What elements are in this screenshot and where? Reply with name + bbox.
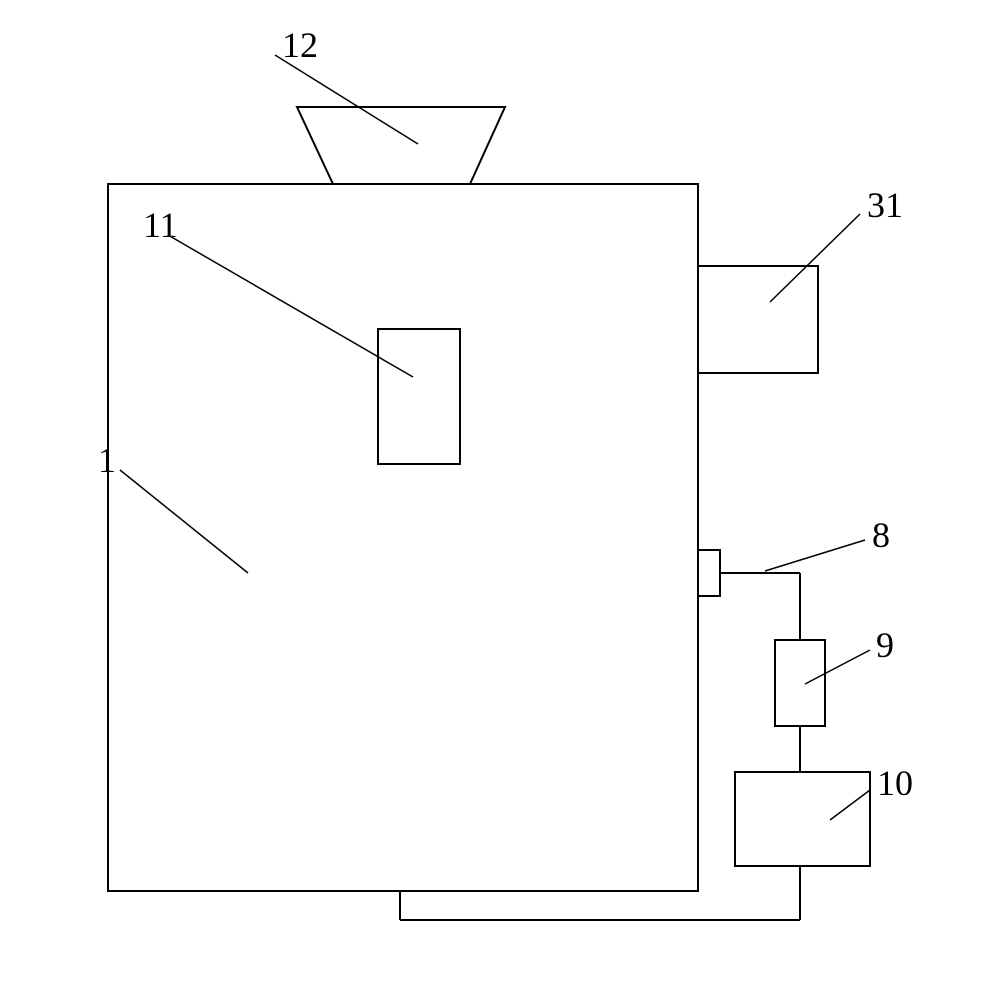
label-31: 31 [867, 184, 903, 226]
diagram-canvas [0, 0, 1000, 998]
leader-10 [830, 790, 870, 820]
port-8 [698, 550, 720, 596]
leader-11 [168, 235, 413, 377]
leader-8 [765, 540, 865, 571]
label-8: 8 [872, 514, 890, 556]
leader-lines [120, 55, 870, 820]
hopper-shape [297, 107, 505, 184]
label-9: 9 [876, 624, 894, 666]
main-body-rect [108, 184, 698, 891]
label-11: 11 [143, 204, 178, 246]
leader-1 [120, 470, 248, 573]
box-31 [698, 266, 818, 373]
label-1: 1 [98, 439, 116, 481]
box-10 [735, 772, 870, 866]
leader-31 [770, 214, 860, 302]
leader-9 [805, 650, 870, 684]
shapes-group [108, 107, 870, 920]
label-12: 12 [282, 24, 318, 66]
box-9 [775, 640, 825, 726]
leader-12 [275, 55, 418, 144]
label-10: 10 [877, 762, 913, 804]
inner-rect-11 [378, 329, 460, 464]
